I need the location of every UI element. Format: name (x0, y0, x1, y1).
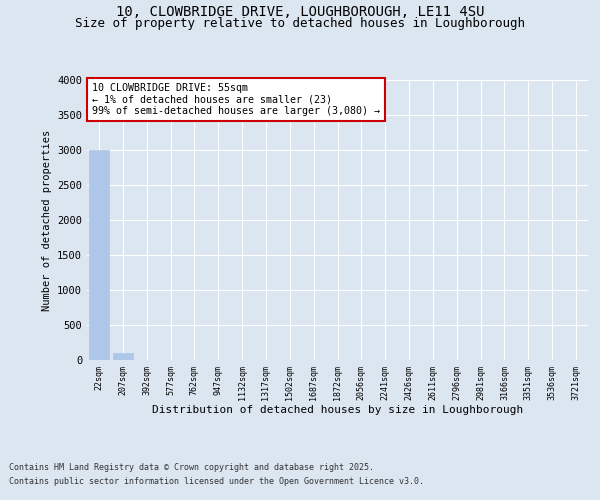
Y-axis label: Number of detached properties: Number of detached properties (41, 130, 52, 310)
X-axis label: Distribution of detached houses by size in Loughborough: Distribution of detached houses by size … (152, 406, 523, 415)
Text: Size of property relative to detached houses in Loughborough: Size of property relative to detached ho… (75, 18, 525, 30)
Text: 10 CLOWBRIDGE DRIVE: 55sqm
← 1% of detached houses are smaller (23)
99% of semi-: 10 CLOWBRIDGE DRIVE: 55sqm ← 1% of detac… (92, 83, 380, 116)
Text: Contains HM Land Registry data © Crown copyright and database right 2025.: Contains HM Land Registry data © Crown c… (9, 464, 374, 472)
Bar (89, 150, 109, 360)
Text: 10, CLOWBRIDGE DRIVE, LOUGHBOROUGH, LE11 4SU: 10, CLOWBRIDGE DRIVE, LOUGHBOROUGH, LE11… (116, 5, 484, 19)
Bar (113, 353, 133, 360)
Text: Contains public sector information licensed under the Open Government Licence v3: Contains public sector information licen… (9, 477, 424, 486)
